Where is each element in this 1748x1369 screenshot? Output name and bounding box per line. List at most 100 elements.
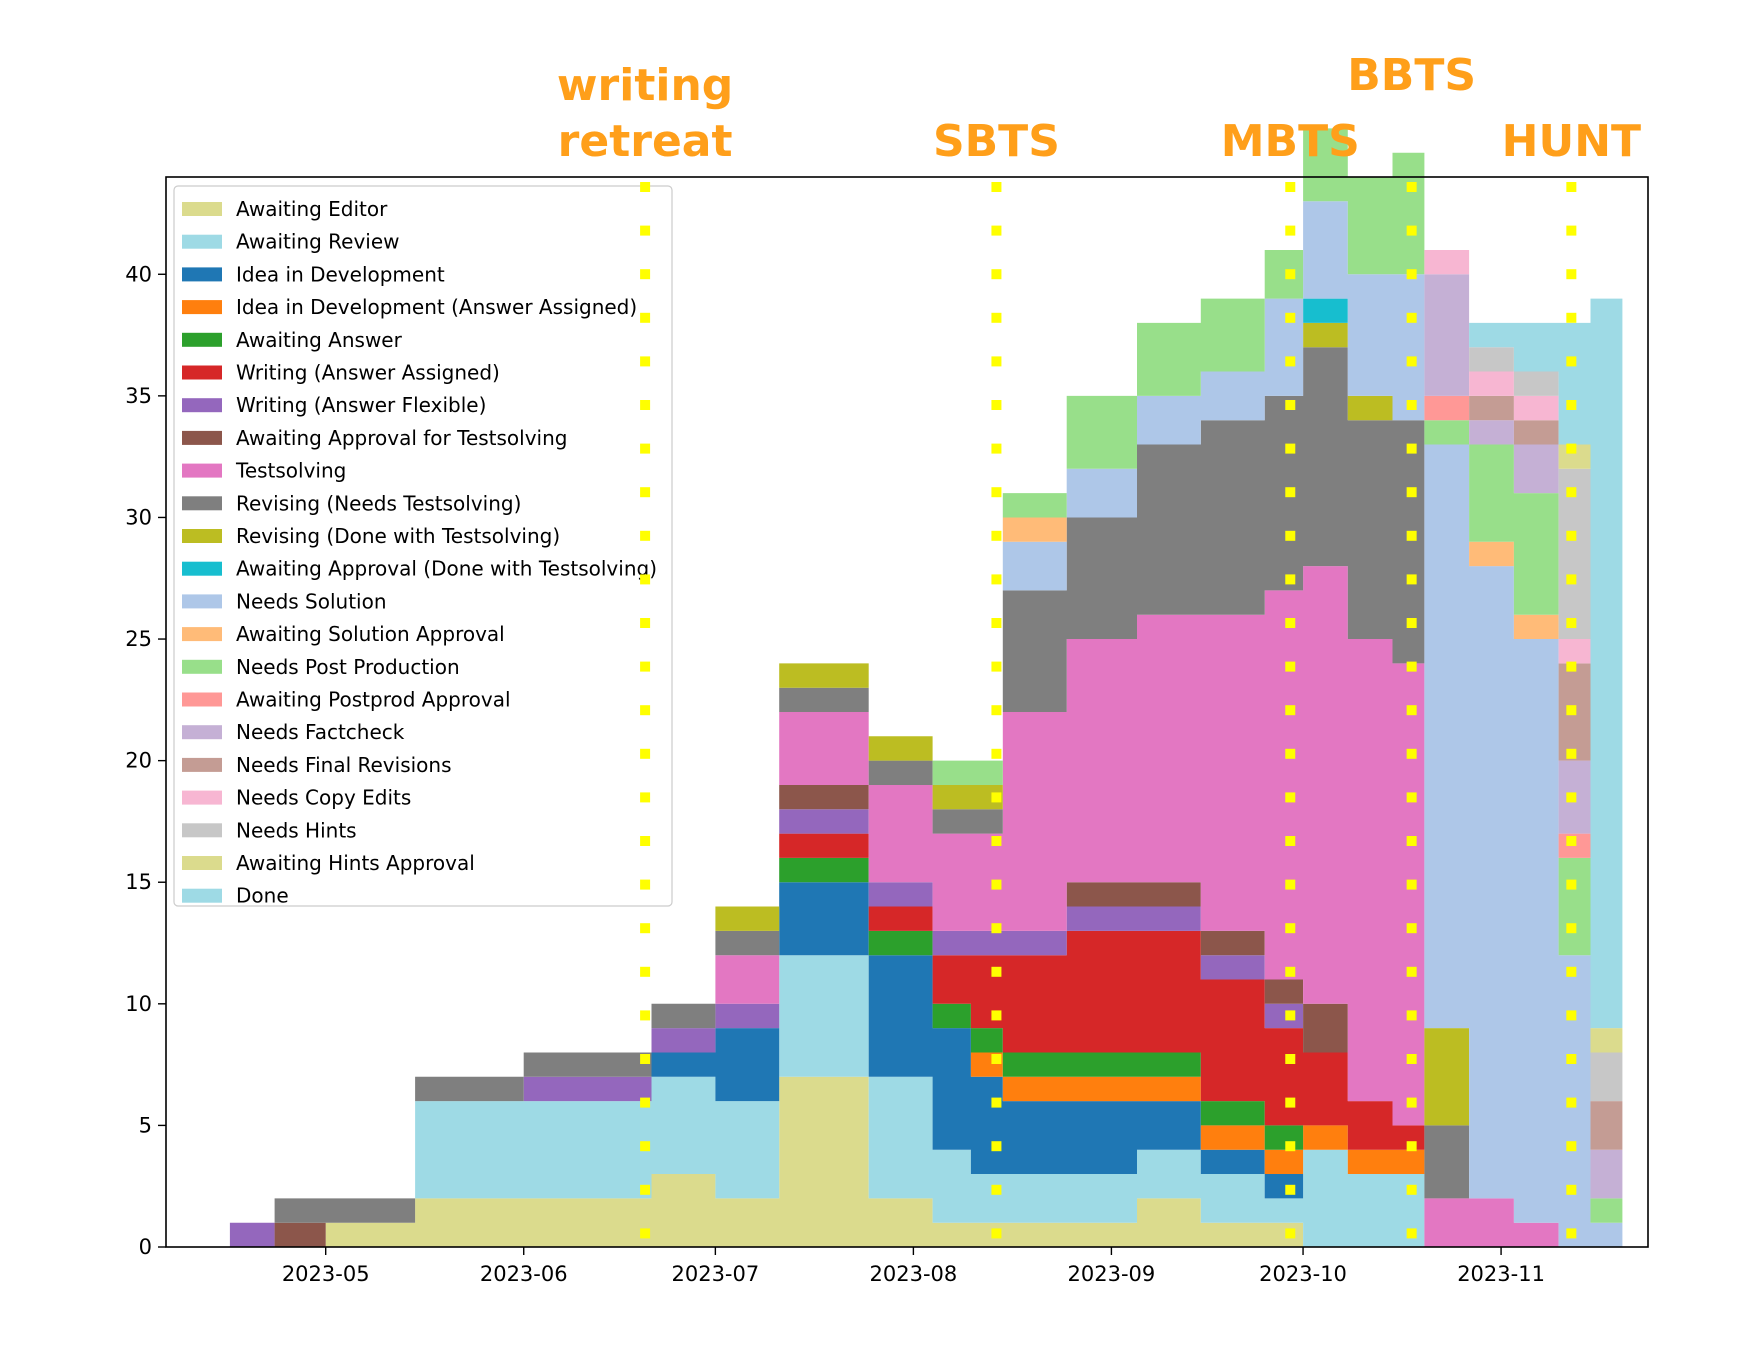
legend-entry: Writing (Answer Flexible) xyxy=(236,393,486,417)
event-marker-dot xyxy=(1566,269,1577,280)
event-marker-dot xyxy=(640,618,651,628)
legend-entry: Needs Post Production xyxy=(236,655,460,679)
legend-swatch xyxy=(182,267,222,282)
event-marker-dot xyxy=(991,356,1002,367)
event-marker-dot xyxy=(1285,792,1296,803)
event-marker-dot xyxy=(991,1228,1002,1239)
x-tick-label: 2023-10 xyxy=(1259,1262,1347,1286)
event-marker-dot xyxy=(991,1054,1002,1064)
legend-swatch xyxy=(182,463,222,478)
y-tick-label: 15 xyxy=(125,870,152,894)
event-marker-dot xyxy=(640,182,651,192)
legend-box xyxy=(173,185,673,907)
legend-entry: Needs Solution xyxy=(236,589,387,613)
event-marker-dot xyxy=(1566,1054,1577,1064)
event-marker-dot xyxy=(991,1010,1002,1021)
event-marker-dot xyxy=(1285,836,1296,846)
event-label: retreat xyxy=(558,116,733,167)
event-marker-dot xyxy=(1406,836,1417,846)
event-label: SBTS xyxy=(933,116,1060,167)
event-marker-dot xyxy=(1566,400,1577,410)
event-marker-dot xyxy=(1285,225,1296,236)
event-marker-dot xyxy=(1566,1010,1577,1021)
event-marker-dot xyxy=(1285,182,1296,192)
event-marker-dot xyxy=(1406,400,1417,410)
y-tick-label: 35 xyxy=(125,384,152,408)
event-marker-dot xyxy=(991,792,1002,803)
event-marker-dot xyxy=(1566,618,1577,628)
event-marker-dot xyxy=(991,836,1002,846)
y-tick-label: 5 xyxy=(139,1113,152,1137)
event-marker-dot xyxy=(991,618,1002,628)
y-tick-label: 10 xyxy=(125,992,152,1016)
legend-entry: Revising (Done with Testsolving) xyxy=(236,524,560,548)
event-marker-dot xyxy=(640,1228,651,1239)
legend-swatch xyxy=(182,725,222,740)
event-marker-dot xyxy=(991,748,1002,759)
y-axis: 0 5 10 15 20 25 30 35 40 xyxy=(125,262,166,1259)
legend-swatch xyxy=(182,430,222,445)
event-marker-dot xyxy=(1406,1097,1417,1108)
event-marker-dot xyxy=(640,530,651,541)
event-marker-dot xyxy=(1406,618,1417,628)
event-marker-dot xyxy=(1285,400,1296,410)
legend-swatch xyxy=(182,561,222,576)
legend-swatch xyxy=(182,398,222,413)
event-marker-dot xyxy=(1406,1010,1417,1021)
area-5 xyxy=(229,857,1623,1247)
event-marker-dot xyxy=(1566,748,1577,759)
area-7 xyxy=(229,809,1623,1247)
event-marker-dot xyxy=(1406,182,1417,192)
event-marker-dot xyxy=(1406,748,1417,759)
area-series-group xyxy=(229,128,1623,1248)
event-marker-dot xyxy=(1566,1097,1577,1108)
event-marker-dot xyxy=(640,879,651,890)
event-marker-dot xyxy=(991,400,1002,410)
event-marker-dot xyxy=(1406,705,1417,716)
plot-frame xyxy=(165,176,1649,1248)
legend-entry: Awaiting Answer xyxy=(236,328,403,352)
legend-entry: Done xyxy=(236,884,289,908)
legend-entry: Writing (Answer Assigned) xyxy=(236,361,500,385)
legend-swatch xyxy=(182,300,222,315)
event-marker-dot xyxy=(1406,225,1417,236)
x-tick-label: 2023-06 xyxy=(480,1262,568,1286)
event-marker-dot xyxy=(1285,574,1296,585)
event-marker-dot xyxy=(640,748,651,759)
legend-entry: Idea in Development (Answer Assigned) xyxy=(236,295,637,319)
event-marker-dot xyxy=(991,966,1002,977)
legend-entry: Awaiting Hints Approval xyxy=(236,851,475,875)
event-marker-dot xyxy=(1406,792,1417,803)
event-marker-dot xyxy=(1285,705,1296,716)
event-marker-dot xyxy=(1406,966,1417,977)
event-marker-dot xyxy=(640,792,651,803)
y-tick-label: 30 xyxy=(125,505,152,529)
event-marker-dot xyxy=(1285,530,1296,541)
event-marker-dot xyxy=(1285,1228,1296,1239)
area-13 xyxy=(229,201,1623,1247)
event-marker-dot xyxy=(1406,312,1417,323)
event-marker-dot xyxy=(991,879,1002,890)
event-marker-dot xyxy=(640,574,651,585)
legend-swatch xyxy=(182,757,222,772)
event-marker-dot xyxy=(1285,966,1296,977)
event-marker-dot xyxy=(640,1097,651,1108)
event-marker-dot xyxy=(1285,1010,1296,1021)
event-marker-dot xyxy=(1566,879,1577,890)
event-marker-dot xyxy=(640,923,651,934)
event-marker-dot xyxy=(1566,1184,1577,1195)
event-marker-dot xyxy=(640,705,651,716)
legend-entry: Needs Hints xyxy=(236,818,357,842)
event-marker-dot xyxy=(1285,312,1296,323)
event-marker-dot xyxy=(640,487,651,498)
event-marker-dot xyxy=(640,312,651,323)
event-marker-dot xyxy=(1406,1141,1417,1152)
event-marker-dot xyxy=(640,1184,651,1195)
event-marker-dot xyxy=(991,269,1002,280)
legend-swatch xyxy=(182,790,222,805)
event-marker-dot xyxy=(991,182,1002,192)
event-marker-dot xyxy=(1285,661,1296,672)
legend-swatch xyxy=(182,888,222,903)
event-marker-dot xyxy=(1406,923,1417,934)
event-marker-dot xyxy=(1285,487,1296,498)
